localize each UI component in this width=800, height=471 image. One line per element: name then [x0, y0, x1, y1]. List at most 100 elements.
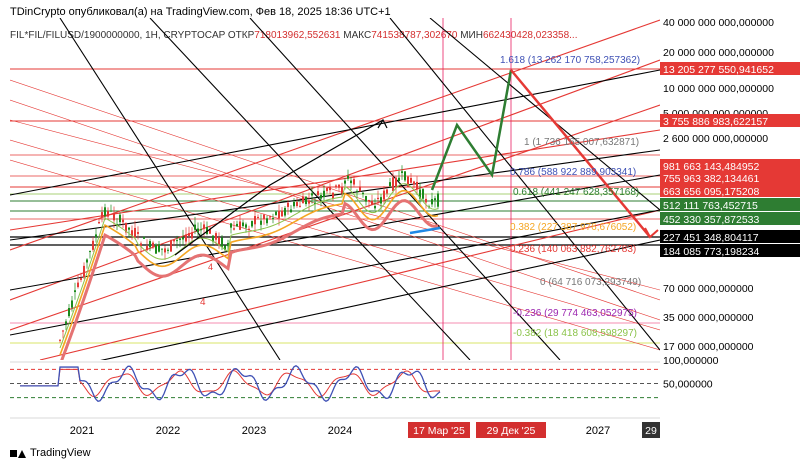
candle-body [407, 176, 409, 187]
x-highlight-box-1 [476, 422, 546, 438]
candle-body [422, 189, 424, 199]
candle-body [164, 248, 166, 253]
candle-body [146, 246, 148, 251]
candle-body [74, 290, 76, 293]
candle-body [266, 218, 268, 224]
red-trendline-5 [10, 79, 660, 301]
price-label-box-8 [660, 244, 800, 257]
candle-body [65, 321, 67, 324]
candle-body [68, 308, 70, 317]
candle-body [194, 224, 196, 230]
price-label-box-0 [660, 62, 800, 75]
moving-average-orange [59, 189, 439, 356]
red-trendline-2 [10, 19, 660, 251]
symbol-info-line: FIL*FIL/FILUSD/1900000000, 1H, CRYPTOCAP… [10, 30, 577, 41]
price-label-5: 512 111 763,452715 [663, 200, 758, 212]
candle-body [209, 229, 211, 234]
candle-body [368, 199, 370, 202]
x-axis-tick-3: 2024 [328, 425, 352, 437]
price-label-box-7 [660, 230, 800, 243]
candle-body [59, 339, 61, 341]
fib-level-label-0: 1.618 (13 262 170 758,257362) [500, 55, 640, 66]
candle-body [239, 221, 241, 230]
candle-body [92, 240, 94, 250]
candle-body [308, 200, 310, 204]
price-label-box-6 [660, 212, 800, 225]
open-label: ОТКР [227, 30, 255, 41]
black-trendline-6 [149, 18, 471, 360]
red-trendline-7 [10, 119, 660, 291]
x-cut-label: 29 [645, 425, 657, 437]
candle-body [383, 190, 385, 200]
candle-body [329, 187, 331, 191]
red-trendline-9 [10, 159, 660, 351]
candle-body [170, 240, 172, 252]
candle-body [221, 237, 223, 247]
candle-body [389, 182, 391, 187]
red-trendline-3 [10, 129, 660, 231]
candle-body [227, 242, 229, 247]
price-label-box-1 [660, 114, 800, 127]
candle-body [155, 244, 157, 254]
oscillator-tick-0: 100,000000 [663, 355, 719, 367]
candle-body [161, 248, 163, 250]
candle-body [230, 223, 232, 228]
candle-body [137, 232, 139, 234]
candle-body [359, 186, 361, 192]
black-trendline-1 [10, 149, 660, 241]
candle-body [320, 195, 322, 199]
footer: TradingView [10, 447, 91, 459]
candle-body [335, 185, 337, 187]
black-trendline-4 [100, 239, 660, 360]
fib-level-label-2: 0.786 (588 922 889,903341) [510, 167, 636, 178]
candle-body [395, 177, 397, 188]
candle-body [200, 229, 202, 231]
price-label-3: 755 963 382,134461 [663, 173, 760, 185]
red-trendline-0 [10, 59, 660, 301]
candle-body [431, 199, 433, 205]
candle-body [233, 228, 235, 230]
moving-average-green [59, 183, 439, 349]
candle-body [143, 236, 145, 239]
candle-body [293, 201, 295, 207]
candle-body [245, 224, 247, 228]
candle-body [416, 181, 418, 190]
symbol-name[interactable]: FIL*FIL/FILUSD/1900000000, 1H, CRYPTOCAP [10, 30, 226, 41]
high-value: 741538787,302670 [371, 30, 458, 41]
candle-body [248, 228, 250, 230]
candle-body [353, 179, 355, 185]
candle-body [173, 239, 175, 242]
candle-body [374, 206, 376, 209]
x-highlight-label-0: 17 Мар '25 [413, 425, 465, 437]
candle-body [77, 282, 79, 288]
candle-body [326, 187, 328, 192]
y-axis-tick-2: 10 000 000 000,000000 [663, 83, 774, 95]
price-label-1: 3 755 886 983,622157 [663, 116, 768, 128]
candle-body [188, 233, 190, 236]
candle-body [182, 237, 184, 240]
candle-body [314, 202, 316, 204]
candle-body [269, 216, 271, 218]
candle-body [80, 278, 82, 280]
low-value: 662430428,023358... [482, 30, 578, 41]
candle-body [419, 189, 421, 199]
black-trendline-0 [10, 69, 660, 196]
candle-body [284, 207, 286, 216]
candle-body [251, 221, 253, 227]
high-label: МАКС [343, 30, 372, 41]
candle-body [185, 234, 187, 242]
candle-body [149, 241, 151, 248]
red-arrow-head [644, 227, 659, 239]
candle-body [86, 259, 88, 263]
black-trendline-8 [389, 18, 660, 351]
candle-body [218, 237, 220, 246]
price-label-7: 227 451 348,804117 [663, 232, 759, 244]
candle-body [203, 224, 205, 229]
candle-body [350, 180, 352, 184]
x-highlight-label-1: 29 Дек '25 [487, 425, 536, 437]
candle-body [224, 245, 226, 250]
fib-level-label-3: 0.618 (441 247 628,357168) [513, 187, 639, 198]
candle-body [260, 220, 262, 225]
moving-average-pink [60, 199, 439, 360]
